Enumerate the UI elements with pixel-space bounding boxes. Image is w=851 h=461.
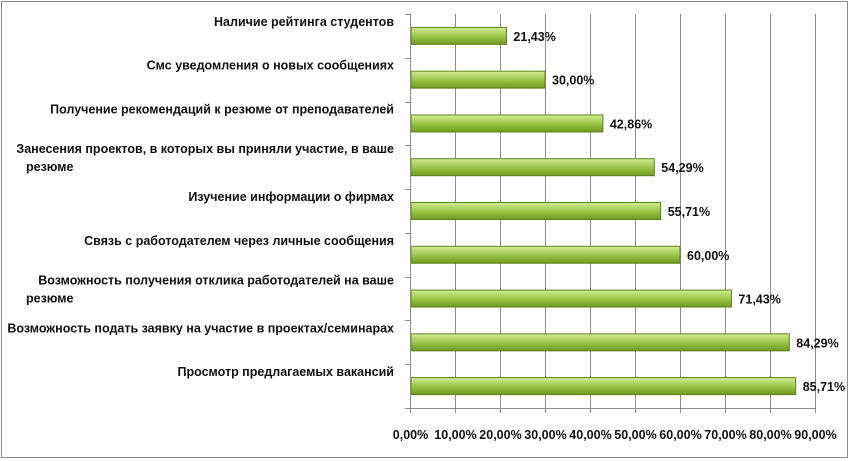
- data-label: 42,86%: [610, 117, 652, 131]
- x-tick-label: 70,00%: [704, 428, 746, 442]
- category-label: резюме: [26, 160, 74, 174]
- bar: [410, 377, 797, 396]
- x-tick-label: 10,00%: [434, 428, 476, 442]
- bar: [410, 202, 662, 220]
- category-label: Наличие рейтинга студентов: [214, 15, 394, 29]
- bar: [410, 70, 546, 89]
- data-label: 55,71%: [668, 205, 710, 219]
- labels: 0,00% 10,00% 20,00% 30,00% 40,00% 50,00% 60,00…: [7, 15, 845, 442]
- data-label: 60,00%: [687, 249, 729, 263]
- x-tick-label: 20,00%: [479, 428, 521, 442]
- bar: [410, 158, 655, 177]
- category-label: Смс уведомления о новых сообщениях: [147, 59, 394, 73]
- bar: [410, 333, 790, 352]
- category-label: Занесения проектов, в которых вы приняли…: [16, 142, 394, 156]
- x-tick-label: 60,00%: [659, 428, 701, 442]
- x-tick-label: 30,00%: [524, 428, 566, 442]
- data-label: 30,00%: [552, 74, 594, 88]
- bar: [410, 245, 681, 264]
- axes: [405, 14, 816, 413]
- category-label: резюме: [26, 292, 74, 306]
- x-tick-label: 50,00%: [614, 428, 656, 442]
- category-label: Возможность получения отклика работодате…: [38, 274, 394, 288]
- category-label: Получение рекомендаций к резюме от препо…: [50, 102, 394, 116]
- data-label: 84,29%: [796, 336, 838, 350]
- data-label: 71,43%: [738, 293, 780, 307]
- data-label: 54,29%: [661, 161, 703, 175]
- bar: [410, 289, 732, 308]
- category-label: Изучение информации о фирмах: [188, 190, 394, 204]
- x-tick-label: 80,00%: [749, 428, 791, 442]
- bar: [410, 26, 507, 45]
- x-tick-label: 40,00%: [569, 428, 611, 442]
- bars: [410, 26, 797, 396]
- category-label: Связь с работодателем через личные сообщ…: [84, 234, 394, 248]
- data-label: 21,43%: [513, 30, 555, 44]
- x-tick-label: 90,00%: [794, 428, 836, 442]
- bar: [410, 114, 604, 133]
- category-label: Возможность подать заявку на участие в п…: [7, 321, 394, 335]
- x-tick-label: 0,00%: [393, 428, 428, 442]
- category-label: Просмотр предлагаемых вакансий: [178, 365, 395, 379]
- data-label: 85,71%: [803, 380, 845, 394]
